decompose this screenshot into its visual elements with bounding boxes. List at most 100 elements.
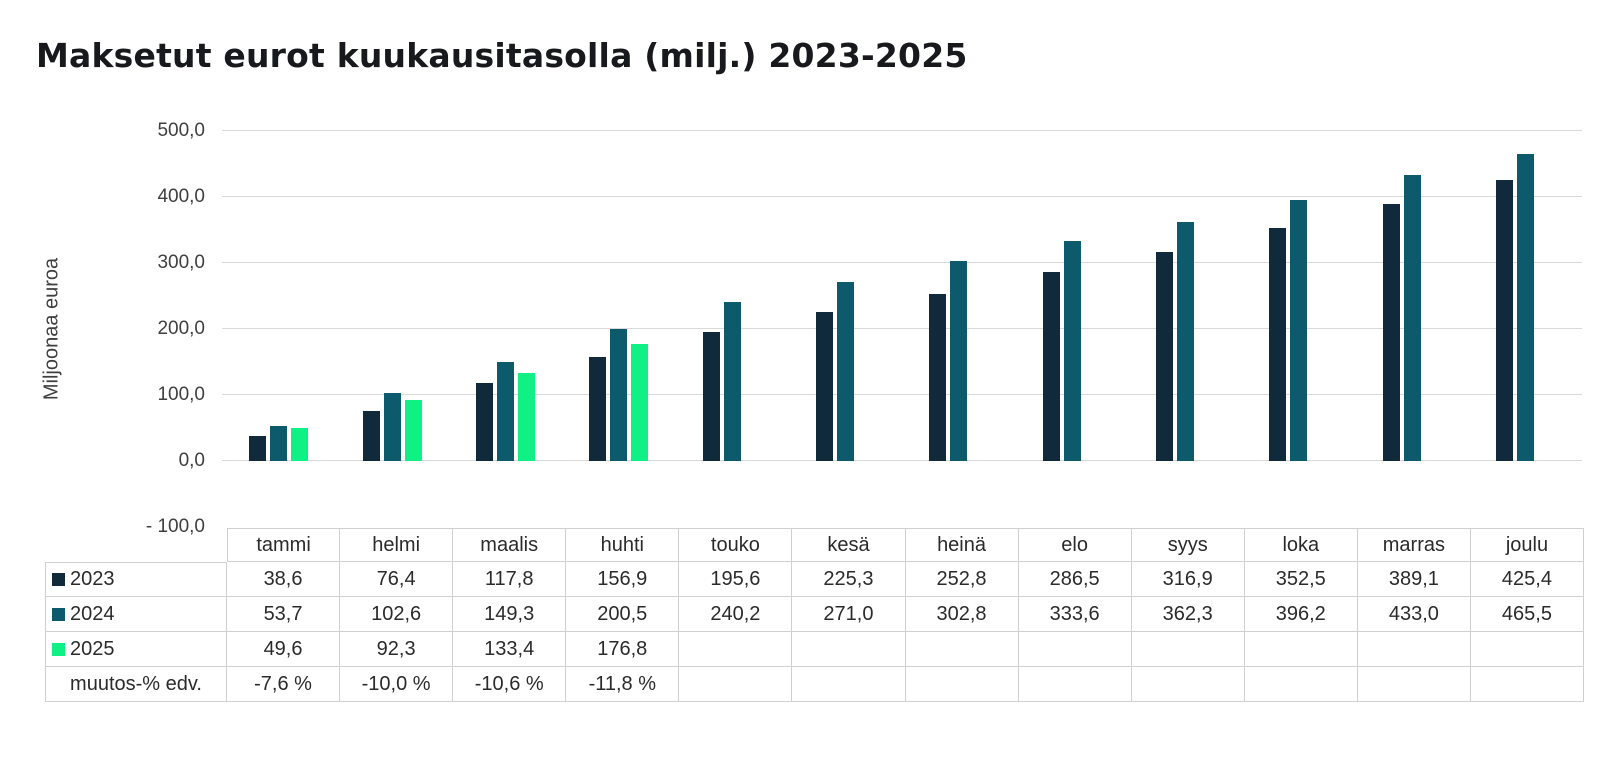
y-tick-label: 400,0 — [157, 186, 205, 207]
value-cell-2023-tammi: 38,6 — [227, 562, 341, 597]
bar-2024-marras — [1403, 175, 1421, 461]
value-cell-2023-joulu: 425,4 — [1470, 562, 1584, 597]
value-cell-2023-marras: 389,1 — [1357, 562, 1471, 597]
legend-swatch-2025 — [52, 642, 65, 656]
value-cell-2023-maalis: 117,8 — [453, 562, 567, 597]
value-cell-2023-huhti: 156,9 — [566, 562, 680, 597]
value-cell-2025-syys — [1131, 632, 1245, 667]
y-tick-label: - 100,0 — [145, 516, 205, 537]
data-table: tammi helmi maalis huhti touko kesä heinä elo sy… — [45, 528, 1584, 702]
y-tick-label: 0,0 — [178, 450, 205, 471]
extra-row-cell-marras — [1357, 667, 1471, 702]
extra-row-cell-heinä — [905, 667, 1019, 702]
value-cell-2024-elo: 333,6 — [1018, 597, 1132, 632]
month-header-cell: huhti — [566, 528, 680, 562]
value-cell-2025-kesä — [792, 632, 906, 667]
bar-2023-joulu — [1495, 180, 1513, 461]
table-corner-cell — [45, 528, 227, 562]
value-cell-2025-maalis: 133,4 — [453, 632, 567, 667]
extra-row-cell-loka — [1244, 667, 1358, 702]
month-header-cell: elo — [1018, 528, 1132, 562]
bar-2024-joulu — [1516, 153, 1534, 461]
value-cell-2024-heinä: 302,8 — [905, 597, 1019, 632]
month-header-cell: syys — [1131, 528, 1245, 562]
plot-area — [222, 131, 1582, 461]
extra-row-cell-maalis: -10,6 % — [453, 667, 567, 702]
month-header-cell: touko — [679, 528, 793, 562]
series-label-cell: 2025 — [45, 632, 227, 667]
extra-row-cell-touko — [679, 667, 793, 702]
bar-2023-huhti — [589, 357, 607, 461]
value-cell-2024-kesä: 271,0 — [792, 597, 906, 632]
value-cell-2025-huhti: 176,8 — [566, 632, 680, 667]
chart-title: Maksetut eurot kuukausitasolla (milj.) 2… — [36, 36, 968, 75]
gridline — [222, 328, 1582, 329]
month-header-cell: loka — [1244, 528, 1358, 562]
series-name: 2025 — [70, 637, 115, 660]
bar-2025-maalis — [517, 372, 535, 461]
value-cell-2024-touko: 240,2 — [679, 597, 793, 632]
month-header-cell: helmi — [340, 528, 454, 562]
bar-2023-syys — [1155, 251, 1173, 461]
legend-swatch-2024 — [52, 607, 65, 621]
value-cell-2025-loka — [1244, 632, 1358, 667]
value-cell-2025-tammi: 49,6 — [227, 632, 341, 667]
value-cell-2025-marras — [1357, 632, 1471, 667]
value-cell-2024-loka: 396,2 — [1244, 597, 1358, 632]
bar-2024-huhti — [610, 328, 628, 461]
bar-2024-heinä — [950, 261, 968, 461]
gridline — [222, 460, 1582, 461]
value-cell-2024-marras: 433,0 — [1357, 597, 1471, 632]
legend-swatch-2023 — [52, 573, 65, 586]
bar-2024-kesä — [836, 282, 854, 461]
extra-row-cell-helmi: -10,0 % — [340, 667, 454, 702]
bar-2023-loka — [1269, 228, 1287, 461]
extra-row-cell-tammi: -7,6 % — [227, 667, 341, 702]
value-cell-2025-touko — [679, 632, 793, 667]
extra-row-cell-syys — [1131, 667, 1245, 702]
value-cell-2024-helmi: 102,6 — [340, 597, 454, 632]
y-tick-label: 200,0 — [157, 318, 205, 339]
extra-row-cell-joulu — [1470, 667, 1584, 702]
bar-2023-helmi — [362, 410, 380, 461]
y-tick-label: 300,0 — [157, 252, 205, 273]
value-cell-2025-heinä — [905, 632, 1019, 667]
month-header-cell: kesä — [792, 528, 906, 562]
value-cell-2023-touko: 195,6 — [679, 562, 793, 597]
gridline — [222, 130, 1582, 131]
bar-2023-elo — [1042, 271, 1060, 461]
value-cell-2023-helmi: 76,4 — [340, 562, 454, 597]
series-name: 2023 — [70, 568, 115, 590]
gridline — [222, 262, 1582, 263]
value-cell-2024-tammi: 53,7 — [227, 597, 341, 632]
value-cell-2023-syys: 316,9 — [1131, 562, 1245, 597]
bar-2024-helmi — [383, 393, 401, 461]
series-name: 2024 — [70, 602, 115, 625]
month-header-cell: marras — [1357, 528, 1471, 562]
bar-2025-tammi — [291, 428, 309, 461]
value-cell-2024-huhti: 200,5 — [566, 597, 680, 632]
bar-2024-maalis — [496, 362, 514, 461]
bar-2024-tammi — [270, 425, 288, 461]
value-cell-2025-elo — [1018, 632, 1132, 667]
bar-2023-marras — [1382, 204, 1400, 461]
value-cell-2023-heinä: 252,8 — [905, 562, 1019, 597]
value-cell-2024-maalis: 149,3 — [453, 597, 567, 632]
value-cell-2024-joulu: 465,5 — [1470, 597, 1584, 632]
value-cell-2023-elo: 286,5 — [1018, 562, 1132, 597]
month-header-cell: maalis — [453, 528, 567, 562]
bar-2023-touko — [702, 331, 720, 461]
extra-row-cell-elo — [1018, 667, 1132, 702]
y-tick-label: 100,0 — [157, 384, 205, 405]
y-tick-label: 500,0 — [157, 120, 205, 141]
month-header-cell: heinä — [905, 528, 1019, 562]
bar-2023-heinä — [929, 294, 947, 461]
series-label-cell: 2023 — [45, 562, 227, 597]
extra-row-cell-kesä — [792, 667, 906, 702]
value-cell-2023-kesä: 225,3 — [792, 562, 906, 597]
y-axis-title: Miljoonaa euroa — [40, 257, 63, 401]
value-cell-2025-joulu — [1470, 632, 1584, 667]
gridline — [222, 394, 1582, 395]
month-header-cell: tammi — [227, 528, 341, 562]
